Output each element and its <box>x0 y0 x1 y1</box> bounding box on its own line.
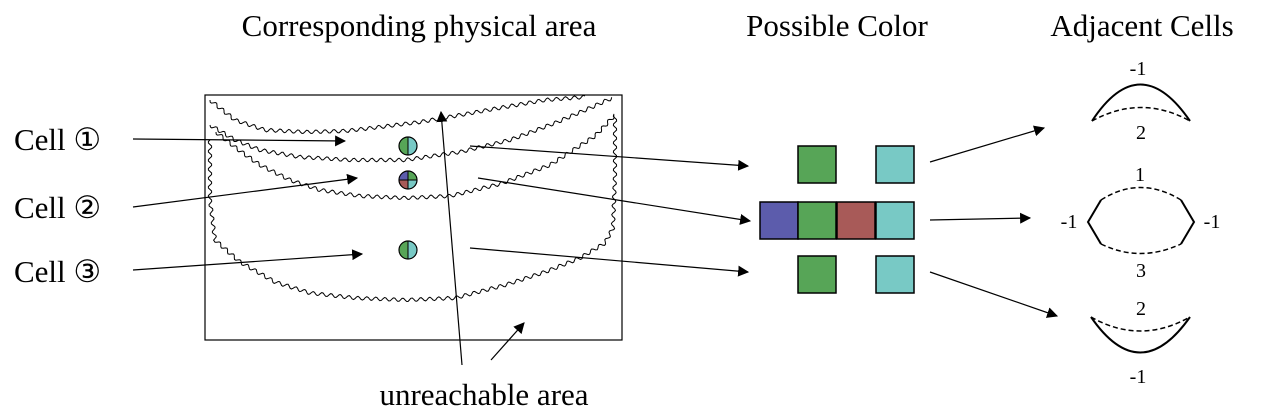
adjacent-2-top-edge <box>1100 186 1182 201</box>
cell-3-indicator <box>398 240 418 260</box>
swatch-row2-red <box>836 201 876 240</box>
adjacent-2-left-value: -1 <box>1061 211 1078 233</box>
region-2-lower-boundary <box>215 113 615 201</box>
cell-2-indicator-slice-teal <box>408 180 417 189</box>
adjacent-3-top-edge <box>1090 316 1191 332</box>
arrow-region2-colors <box>477 177 752 225</box>
adjacent-cell-3: 2 -1 <box>1090 298 1191 388</box>
arrow-unreachable-lower <box>490 322 525 361</box>
adjacent-1-bottom-edge <box>1091 106 1191 122</box>
region-1-lower-boundary <box>209 97 613 163</box>
cell-3-indicator-slice-green <box>399 241 408 259</box>
cell-1-indicator <box>398 136 418 156</box>
cell-region-boundaries <box>207 94 618 303</box>
adjacent-2-left-edge <box>1086 199 1102 245</box>
arrow-colors1-adjacent <box>929 125 1046 163</box>
adjacent-2-right-edge <box>1180 199 1196 245</box>
adjacent-1-top-value: -1 <box>1130 58 1147 80</box>
adjacent-1-top-edge <box>1091 83 1191 122</box>
adjacent-3-top-value: 2 <box>1136 298 1146 320</box>
arrow-colors2-adjacent <box>929 212 1032 224</box>
adjacent-cell-2: 1 -1 -1 3 <box>1061 164 1221 282</box>
arrow-unreachable-upper <box>436 110 463 366</box>
adjacent-2-bottom-value: 3 <box>1136 260 1146 282</box>
cell-3-indicator-slice-teal <box>408 241 417 259</box>
adjacent-3-bottom-edge <box>1090 316 1191 354</box>
cell-1-label: Cell ① <box>14 122 101 157</box>
region-1-upper-boundary <box>209 94 586 135</box>
swatch-row3-green <box>797 255 837 294</box>
cell-2-indicator <box>398 170 418 190</box>
cell-1-indicator-slice-teal <box>408 137 417 155</box>
swatch-row2-teal <box>875 201 915 240</box>
adjacent-1-bottom-value: 2 <box>1136 122 1146 144</box>
cell-2-indicator-slice-green <box>408 171 417 180</box>
arrow-region1-colors <box>469 145 750 171</box>
arrow-region3-colors <box>469 247 750 277</box>
adjacent-2-right-value: -1 <box>1204 211 1221 233</box>
adjacent-2-top-value: 1 <box>1135 164 1145 186</box>
title-adjacent-cells: Adjacent Cells <box>1050 8 1233 43</box>
arrow-cell-3 <box>132 249 364 271</box>
possible-color-swatches <box>759 145 915 294</box>
swatch-row1-teal <box>875 145 915 184</box>
cell-2-indicator-slice-red <box>399 180 408 189</box>
cell-color-indicators <box>398 136 418 260</box>
cell-1-indicator-slice-green <box>399 137 408 155</box>
adjacent-3-bottom-value: -1 <box>1130 366 1147 388</box>
cell-2-indicator-slice-blue <box>399 171 408 180</box>
region-3-boundary <box>207 114 618 303</box>
arrow-colors3-adjacent <box>929 271 1059 318</box>
cell-3-label: Cell ③ <box>14 254 101 289</box>
title-possible-color: Possible Color <box>746 8 928 43</box>
adjacent-cell-1: -1 2 <box>1091 58 1191 144</box>
adjacent-2-bottom-edge <box>1100 243 1182 255</box>
swatch-row1-green <box>797 145 837 184</box>
arrow-cell-2 <box>132 173 359 208</box>
cell-2-label: Cell ② <box>14 190 101 225</box>
swatch-row3-teal <box>875 255 915 294</box>
arrow-cell-1 <box>132 135 347 147</box>
unreachable-area-label: unreachable area <box>379 377 588 411</box>
swatch-row2-blue <box>759 201 799 240</box>
swatch-row2-green <box>797 201 837 240</box>
physical-area-frame <box>204 94 623 341</box>
title-physical-area: Corresponding physical area <box>242 8 597 43</box>
